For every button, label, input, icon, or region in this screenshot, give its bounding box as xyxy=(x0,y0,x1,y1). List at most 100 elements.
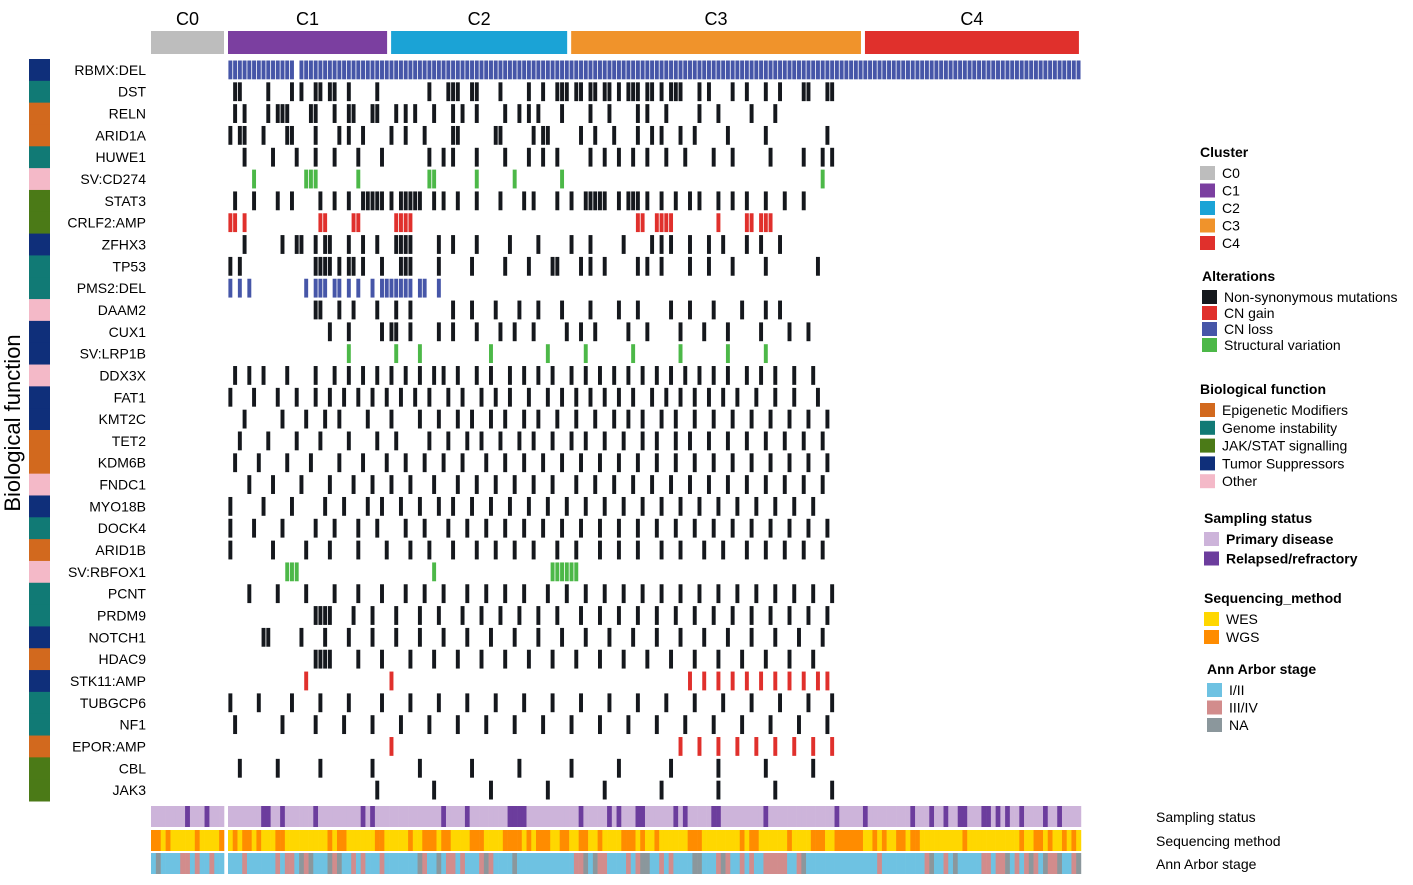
track-1-cell-28 xyxy=(289,830,295,851)
alteration-cell-1-24 xyxy=(579,82,583,102)
alteration-cell-12-1 xyxy=(346,322,351,342)
alteration-cell-10-19 xyxy=(417,278,422,298)
track-1-cell-86 xyxy=(564,830,570,851)
track-0-cell-56 xyxy=(422,806,428,827)
alteration-cell-11-9 xyxy=(493,300,498,320)
alteration-cell-27-16 xyxy=(645,649,650,669)
function-cell-25 xyxy=(29,604,50,627)
track-1-cell-97 xyxy=(616,830,622,851)
alteration-cell-0-28 xyxy=(365,60,370,80)
track-2-cell-105 xyxy=(654,853,660,874)
alteration-cell-0-128 xyxy=(839,60,844,80)
alteration-cell-6-23 xyxy=(522,191,527,211)
track-2-cell-145 xyxy=(844,853,850,874)
alteration-cell-0-31 xyxy=(380,60,384,80)
alteration-cell-19-13 xyxy=(531,475,536,494)
alteration-cell-18-1 xyxy=(256,453,261,473)
track-2-cell-44 xyxy=(365,853,371,874)
track-2-cell-85 xyxy=(559,853,565,874)
alteration-cell-8-28 xyxy=(744,235,749,254)
track-0-cell-190 xyxy=(1057,806,1063,827)
alteration-cell-27-0 xyxy=(313,649,318,669)
alteration-cell-0-59 xyxy=(512,60,517,80)
legend-label-1-2: CN loss xyxy=(1224,321,1273,337)
track-2-cell-94 xyxy=(602,853,608,874)
alteration-cell-0-72 xyxy=(574,60,579,80)
alteration-cell-2-14 xyxy=(403,104,408,123)
alteration-cell-8-27 xyxy=(721,235,726,254)
alteration-cell-18-0 xyxy=(233,453,238,473)
alteration-cell-18-7 xyxy=(403,453,408,473)
legend-label-5-1: III/IV xyxy=(1229,700,1258,716)
alteration-cell-0-71 xyxy=(569,60,574,80)
track-2-cell-165 xyxy=(938,853,944,874)
track-1-cell-62 xyxy=(450,830,456,851)
alteration-cell-8-11 xyxy=(398,235,403,254)
track-2-cell-57 xyxy=(427,853,433,874)
alteration-cell-21-7 xyxy=(403,518,408,538)
alteration-cell-6-13 xyxy=(398,191,403,211)
track-2-cell-121 xyxy=(730,853,736,874)
alteration-cell-1-5 xyxy=(313,82,318,102)
alteration-cell-14-33 xyxy=(744,366,749,385)
alteration-cell-16-22 xyxy=(673,409,678,429)
gene-label-5: SV:CD274 xyxy=(80,171,146,187)
alteration-cell-26-1 xyxy=(266,627,271,647)
alteration-cell-0-19 xyxy=(323,60,328,80)
gene-label-10: PMS2:DEL xyxy=(77,280,146,296)
track-0-cell-127 xyxy=(758,806,764,827)
track-1-cell-0 xyxy=(151,830,157,851)
alteration-cell-4-14 xyxy=(555,147,560,167)
track-2-cell-120 xyxy=(725,853,731,874)
alteration-cell-12-18 xyxy=(702,322,707,342)
function-cell-28 xyxy=(29,670,50,693)
function-cell-3 xyxy=(29,124,50,147)
alteration-cell-16-14 xyxy=(536,409,541,429)
track-2-cell-45 xyxy=(370,853,376,874)
alteration-cell-3-26 xyxy=(678,125,683,145)
alteration-cell-28-0 xyxy=(304,671,309,691)
track-1-cell-50 xyxy=(393,830,399,851)
track-2-cell-156 xyxy=(896,853,902,874)
track-2-cell-162 xyxy=(924,853,930,874)
alteration-cell-24-15 xyxy=(583,584,588,604)
track-1-cell-38 xyxy=(336,830,343,851)
alteration-cell-0-44 xyxy=(441,60,446,80)
alteration-cell-8-1 xyxy=(280,235,285,254)
alteration-cell-7-18 xyxy=(744,213,749,233)
alteration-cell-8-25 xyxy=(688,235,692,254)
alteration-cell-31-1 xyxy=(678,737,683,756)
gene-label-7: CRLF2:AMP xyxy=(67,215,146,231)
alteration-cell-15-1 xyxy=(252,387,257,407)
legend-title-5: Ann Arbor stage xyxy=(1207,661,1316,677)
alteration-cell-2-8 xyxy=(332,104,337,123)
track-0-cell-6 xyxy=(180,806,186,827)
track-2-cell-113 xyxy=(692,853,698,874)
alteration-cell-9-30 xyxy=(815,256,820,276)
alteration-cell-33-8 xyxy=(830,780,835,800)
alteration-cell-9-12 xyxy=(403,256,408,276)
alteration-cell-0-101 xyxy=(711,60,716,80)
track-0-cell-2 xyxy=(160,806,166,827)
alteration-cell-30-12 xyxy=(598,715,602,735)
alteration-cell-1-40 xyxy=(706,82,711,102)
alteration-cell-7-12 xyxy=(640,213,645,233)
function-cell-26 xyxy=(29,626,50,649)
alteration-cell-10-8 xyxy=(337,278,342,298)
alteration-cell-18-20 xyxy=(654,453,659,473)
alteration-cell-11-10 xyxy=(517,300,522,320)
alteration-cell-2-29 xyxy=(664,104,669,123)
track-0-cell-193 xyxy=(1071,806,1077,827)
track-1-cell-174 xyxy=(981,830,987,851)
track-2-cell-179 xyxy=(1005,853,1011,874)
track-0-cell-126 xyxy=(753,806,760,827)
alteration-cell-0-161 xyxy=(996,60,1000,80)
alteration-cell-2-26 xyxy=(607,104,612,123)
alteration-cell-15-7 xyxy=(356,387,361,407)
alteration-cell-18-10 xyxy=(460,453,465,473)
track-1-cell-187 xyxy=(1043,830,1049,851)
track-0-cell-30 xyxy=(299,806,305,827)
legend-swatch-2-0 xyxy=(1200,403,1215,417)
track-2-cell-19 xyxy=(246,853,252,874)
alteration-cell-22-22 xyxy=(744,540,749,560)
